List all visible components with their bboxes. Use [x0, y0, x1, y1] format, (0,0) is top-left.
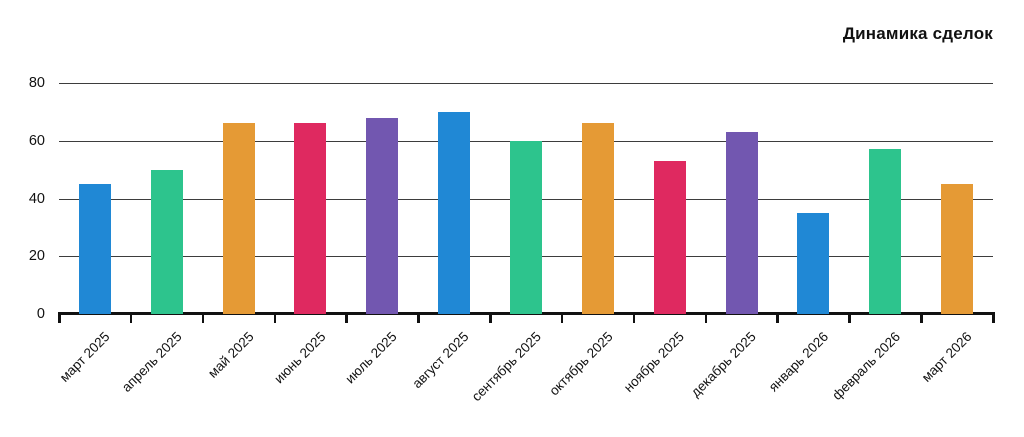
bar[interactable] [653, 160, 686, 314]
bar[interactable] [366, 117, 399, 314]
x-tick-label: март 2026 [918, 329, 975, 385]
x-tick [704, 314, 708, 323]
bar[interactable] [869, 149, 902, 314]
x-tick [273, 314, 277, 323]
bar[interactable] [510, 140, 542, 314]
x-tick [58, 314, 61, 323]
x-tick [992, 314, 995, 323]
x-tick [129, 314, 133, 323]
x-tick [632, 314, 636, 323]
x-tick-label: январь 2026 [765, 329, 831, 395]
bar[interactable] [150, 169, 183, 314]
x-tick [489, 314, 492, 323]
y-tick-label: 60 [28, 132, 45, 149]
plot-area: 0 20 40 60 80 март 2025 апрель 2025 май 2025 июн… [29, 75, 995, 404]
x-tick-label: октябрь 2025 [546, 329, 616, 399]
x-tick [920, 314, 923, 323]
x-tick-label: февраль 2026 [828, 329, 903, 403]
x-tick [201, 314, 205, 323]
x-tick [776, 314, 779, 323]
bar[interactable] [438, 111, 471, 314]
x-tick-label: март 2025 [56, 329, 113, 385]
bar[interactable] [941, 184, 974, 314]
y-tick-label: 40 [28, 190, 45, 207]
x-tick-label: июль 2025 [342, 329, 400, 387]
x-tick-label: сентябрь 2025 [468, 329, 544, 405]
x-tick [560, 314, 564, 323]
x-tick-label: август 2025 [409, 329, 472, 392]
bar[interactable] [797, 212, 830, 314]
x-tick-label: июнь 2025 [270, 329, 329, 387]
y-tick-label: 20 [28, 248, 45, 265]
chart-title: Динамика сделок [842, 24, 993, 43]
x-tick-label: декабрь 2025 [688, 329, 760, 400]
x-tick-label: ноябрь 2025 [621, 329, 688, 396]
bar[interactable] [581, 123, 614, 314]
bar[interactable] [725, 132, 758, 314]
bar[interactable] [78, 184, 111, 314]
x-tick [345, 314, 348, 323]
y-tick-label: 80 [28, 75, 45, 91]
bar[interactable] [294, 123, 327, 314]
gridline [59, 83, 993, 84]
x-tick [848, 314, 851, 323]
y-tick-label: 0 [36, 306, 45, 322]
bar[interactable] [222, 123, 255, 314]
x-tick [417, 314, 420, 323]
x-tick-label: апрель 2025 [118, 329, 185, 395]
x-tick-label: май 2025 [204, 329, 257, 381]
